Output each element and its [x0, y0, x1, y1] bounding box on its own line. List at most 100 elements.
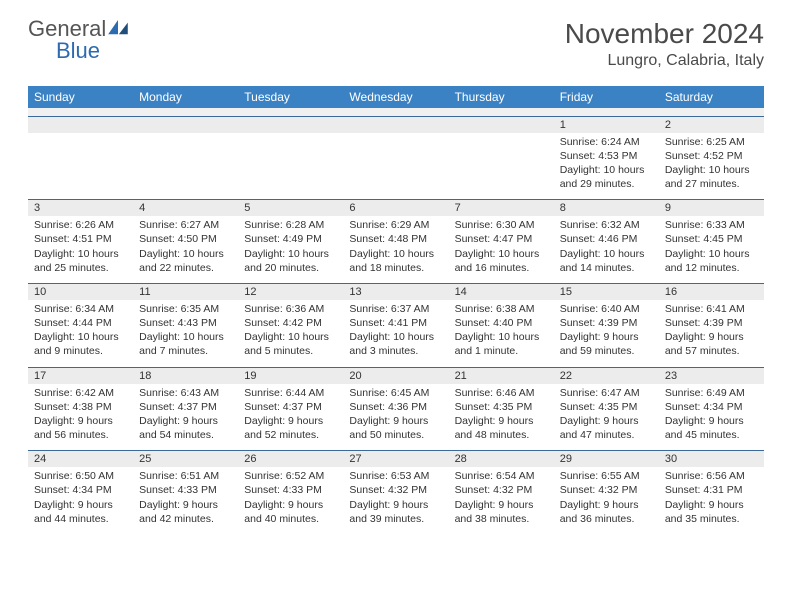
day-body: Sunrise: 6:41 AMSunset: 4:39 PMDaylight:…	[659, 300, 764, 367]
day-number: 21	[449, 368, 554, 384]
day-day1: Daylight: 10 hours	[349, 247, 442, 261]
day-sunrise: Sunrise: 6:34 AM	[34, 302, 127, 316]
month-title: November 2024	[565, 18, 764, 50]
day-day2: and 35 minutes.	[665, 512, 758, 526]
col-wednesday: Wednesday	[343, 86, 448, 108]
day-body-cell: Sunrise: 6:35 AMSunset: 4:43 PMDaylight:…	[133, 300, 238, 367]
day-number: 15	[554, 284, 659, 300]
day-day1: Daylight: 10 hours	[139, 247, 232, 261]
day-sunset: Sunset: 4:48 PM	[349, 232, 442, 246]
day-day1: Daylight: 10 hours	[665, 163, 758, 177]
day-number: 26	[238, 451, 343, 467]
day-body: Sunrise: 6:35 AMSunset: 4:43 PMDaylight:…	[133, 300, 238, 367]
day-day1: Daylight: 9 hours	[244, 498, 337, 512]
day-day2: and 47 minutes.	[560, 428, 653, 442]
day-day1: Daylight: 9 hours	[349, 498, 442, 512]
day-number: 22	[554, 368, 659, 384]
day-body: Sunrise: 6:51 AMSunset: 4:33 PMDaylight:…	[133, 467, 238, 534]
location: Lungro, Calabria, Italy	[565, 52, 764, 70]
day-num-cell: 25	[133, 451, 238, 468]
header-spacer-row	[28, 108, 764, 116]
day-body: Sunrise: 6:28 AMSunset: 4:49 PMDaylight:…	[238, 216, 343, 283]
day-sunrise: Sunrise: 6:32 AM	[560, 218, 653, 232]
day-body: Sunrise: 6:34 AMSunset: 4:44 PMDaylight:…	[28, 300, 133, 367]
day-body	[343, 136, 448, 196]
day-num-cell: 6	[343, 200, 448, 217]
day-number: 20	[343, 368, 448, 384]
day-day1: Daylight: 9 hours	[349, 414, 442, 428]
day-day1: Daylight: 9 hours	[139, 498, 232, 512]
day-number: 18	[133, 368, 238, 384]
day-day2: and 54 minutes.	[139, 428, 232, 442]
day-number: 25	[133, 451, 238, 467]
day-day2: and 44 minutes.	[34, 512, 127, 526]
day-number: 6	[343, 200, 448, 216]
day-day1: Daylight: 9 hours	[665, 498, 758, 512]
day-num-cell: 3	[28, 200, 133, 217]
sail-icon	[108, 20, 128, 40]
day-number: 10	[28, 284, 133, 300]
day-day2: and 14 minutes.	[560, 261, 653, 275]
day-sunset: Sunset: 4:36 PM	[349, 400, 442, 414]
day-body: Sunrise: 6:24 AMSunset: 4:53 PMDaylight:…	[554, 133, 659, 200]
day-day2: and 50 minutes.	[349, 428, 442, 442]
day-day1: Daylight: 9 hours	[665, 414, 758, 428]
day-sunset: Sunset: 4:43 PM	[139, 316, 232, 330]
day-sunset: Sunset: 4:35 PM	[455, 400, 548, 414]
day-day2: and 25 minutes.	[34, 261, 127, 275]
day-day2: and 39 minutes.	[349, 512, 442, 526]
day-sunset: Sunset: 4:39 PM	[665, 316, 758, 330]
day-sunrise: Sunrise: 6:29 AM	[349, 218, 442, 232]
day-sunrise: Sunrise: 6:25 AM	[665, 135, 758, 149]
day-sunrise: Sunrise: 6:53 AM	[349, 469, 442, 483]
day-num-cell	[343, 116, 448, 133]
day-sunrise: Sunrise: 6:47 AM	[560, 386, 653, 400]
day-body-cell: Sunrise: 6:30 AMSunset: 4:47 PMDaylight:…	[449, 216, 554, 283]
day-sunset: Sunset: 4:39 PM	[560, 316, 653, 330]
day-num-cell: 30	[659, 451, 764, 468]
day-sunrise: Sunrise: 6:54 AM	[455, 469, 548, 483]
header: GeneralBlue November 2024 Lungro, Calabr…	[0, 0, 792, 80]
day-sunset: Sunset: 4:40 PM	[455, 316, 548, 330]
day-num-cell: 16	[659, 283, 764, 300]
day-number: 19	[238, 368, 343, 384]
day-day2: and 38 minutes.	[455, 512, 548, 526]
day-day2: and 20 minutes.	[244, 261, 337, 275]
day-number: 17	[28, 368, 133, 384]
day-day1: Daylight: 9 hours	[560, 330, 653, 344]
day-day2: and 18 minutes.	[349, 261, 442, 275]
day-body	[133, 136, 238, 196]
day-sunrise: Sunrise: 6:41 AM	[665, 302, 758, 316]
day-sunrise: Sunrise: 6:26 AM	[34, 218, 127, 232]
day-body: Sunrise: 6:52 AMSunset: 4:33 PMDaylight:…	[238, 467, 343, 534]
day-num-cell: 27	[343, 451, 448, 468]
day-num-cell: 17	[28, 367, 133, 384]
day-number: 4	[133, 200, 238, 216]
day-body: Sunrise: 6:26 AMSunset: 4:51 PMDaylight:…	[28, 216, 133, 283]
day-sunrise: Sunrise: 6:36 AM	[244, 302, 337, 316]
day-sunset: Sunset: 4:37 PM	[244, 400, 337, 414]
day-sunset: Sunset: 4:33 PM	[244, 483, 337, 497]
day-num-cell	[28, 116, 133, 133]
day-day1: Daylight: 9 hours	[560, 498, 653, 512]
day-num-cell: 11	[133, 283, 238, 300]
day-body	[449, 136, 554, 196]
day-day2: and 52 minutes.	[244, 428, 337, 442]
day-sunrise: Sunrise: 6:33 AM	[665, 218, 758, 232]
day-sunset: Sunset: 4:31 PM	[665, 483, 758, 497]
day-body-cell: Sunrise: 6:50 AMSunset: 4:34 PMDaylight:…	[28, 467, 133, 534]
day-sunrise: Sunrise: 6:43 AM	[139, 386, 232, 400]
week-body-row: Sunrise: 6:34 AMSunset: 4:44 PMDaylight:…	[28, 300, 764, 367]
day-body: Sunrise: 6:37 AMSunset: 4:41 PMDaylight:…	[343, 300, 448, 367]
day-body: Sunrise: 6:44 AMSunset: 4:37 PMDaylight:…	[238, 384, 343, 451]
day-num-cell: 12	[238, 283, 343, 300]
day-sunset: Sunset: 4:38 PM	[34, 400, 127, 414]
day-body-cell: Sunrise: 6:29 AMSunset: 4:48 PMDaylight:…	[343, 216, 448, 283]
col-monday: Monday	[133, 86, 238, 108]
day-body: Sunrise: 6:32 AMSunset: 4:46 PMDaylight:…	[554, 216, 659, 283]
day-number: 24	[28, 451, 133, 467]
day-day1: Daylight: 9 hours	[34, 498, 127, 512]
day-num-cell	[238, 116, 343, 133]
day-body-cell: Sunrise: 6:44 AMSunset: 4:37 PMDaylight:…	[238, 384, 343, 451]
day-sunset: Sunset: 4:46 PM	[560, 232, 653, 246]
